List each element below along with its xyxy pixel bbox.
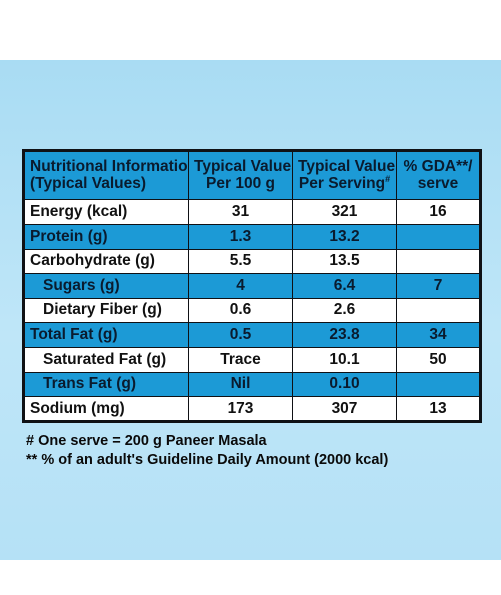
header-line: Per Serving <box>298 174 386 192</box>
header-per-serving: Typical Values Per Serving# <box>292 149 397 201</box>
table-row: Carbohydrate (g) 5.5 13.5 <box>23 248 481 275</box>
value-per-serving: 321 <box>292 199 397 225</box>
row-label: Saturated Fat (g) <box>23 347 189 373</box>
value-gda <box>396 248 481 275</box>
value-per-100g: 5.5 <box>188 248 293 275</box>
value-per-serving: 13.5 <box>292 248 397 275</box>
header-line: Typical Values <box>194 158 293 176</box>
table-row: Total Fat (g) 0.5 23.8 34 <box>23 322 481 349</box>
serving-size-note: # One serve = 200 g Paneer Masala <box>26 433 267 449</box>
value-per-serving: 2.6 <box>292 297 397 324</box>
row-label: Protein (g) <box>23 223 189 250</box>
row-label: Sugars (g) <box>23 273 189 299</box>
value-gda: 16 <box>396 199 481 225</box>
header-nutritional-information: Nutritional Information (Typical Values) <box>23 149 189 201</box>
value-per-serving: 10.1 <box>292 347 397 373</box>
header-line: Per 100 g <box>206 174 275 192</box>
header-gda: % GDA**/ serve <box>396 149 481 201</box>
value-per-serving: 23.8 <box>292 322 397 349</box>
value-gda: 50 <box>396 347 481 373</box>
serving-footnote-mark: # <box>385 173 391 184</box>
value-per-100g: 0.6 <box>188 297 293 324</box>
value-gda <box>396 223 481 250</box>
table-row: Protein (g) 1.3 13.2 <box>23 223 481 250</box>
gda-note: ** % of an adult's Guideline Daily Amoun… <box>26 452 389 468</box>
table-header-row: Nutritional Information (Typical Values)… <box>23 149 481 201</box>
value-gda: 7 <box>396 273 481 299</box>
value-per-100g: 31 <box>188 199 293 225</box>
value-gda <box>396 371 481 398</box>
table-row: Sodium (mg) 173 307 13 <box>23 396 481 422</box>
header-line: serve <box>417 174 459 192</box>
value-per-100g: Trace <box>188 347 293 373</box>
row-label: Total Fat (g) <box>23 322 189 349</box>
header-line: Typical Values <box>298 158 397 176</box>
table-row: Energy (kcal) 31 321 16 <box>23 199 481 225</box>
header-line: (Typical Values) <box>30 174 147 192</box>
row-label: Trans Fat (g) <box>23 371 189 398</box>
value-per-serving: 0.10 <box>292 371 397 398</box>
value-gda: 34 <box>396 322 481 349</box>
table-row: Trans Fat (g) Nil 0.10 <box>23 371 481 398</box>
row-label: Dietary Fiber (g) <box>23 297 189 324</box>
row-label: Sodium (mg) <box>23 396 189 422</box>
value-per-100g: 0.5 <box>188 322 293 349</box>
value-per-serving: 6.4 <box>292 273 397 299</box>
value-per-100g: Nil <box>188 371 293 398</box>
value-gda <box>396 297 481 324</box>
value-gda: 13 <box>396 396 481 422</box>
header-line: % GDA**/ <box>403 158 473 176</box>
table-row: Sugars (g) 4 6.4 7 <box>23 273 481 299</box>
footnotes: # One serve = 200 g Paneer Masala ** % o… <box>26 432 388 470</box>
header-per-100g: Typical Values Per 100 g <box>188 149 293 201</box>
header-line: Nutritional Information <box>30 158 189 176</box>
value-per-serving: 13.2 <box>292 223 397 250</box>
nutrition-table: Nutritional Information (Typical Values)… <box>22 149 482 423</box>
table-row: Dietary Fiber (g) 0.6 2.6 <box>23 297 481 324</box>
row-label: Energy (kcal) <box>23 199 189 225</box>
value-per-100g: 1.3 <box>188 223 293 250</box>
table-row: Saturated Fat (g) Trace 10.1 50 <box>23 347 481 373</box>
row-label: Carbohydrate (g) <box>23 248 189 275</box>
value-per-100g: 173 <box>188 396 293 422</box>
value-per-100g: 4 <box>188 273 293 299</box>
value-per-serving: 307 <box>292 396 397 422</box>
